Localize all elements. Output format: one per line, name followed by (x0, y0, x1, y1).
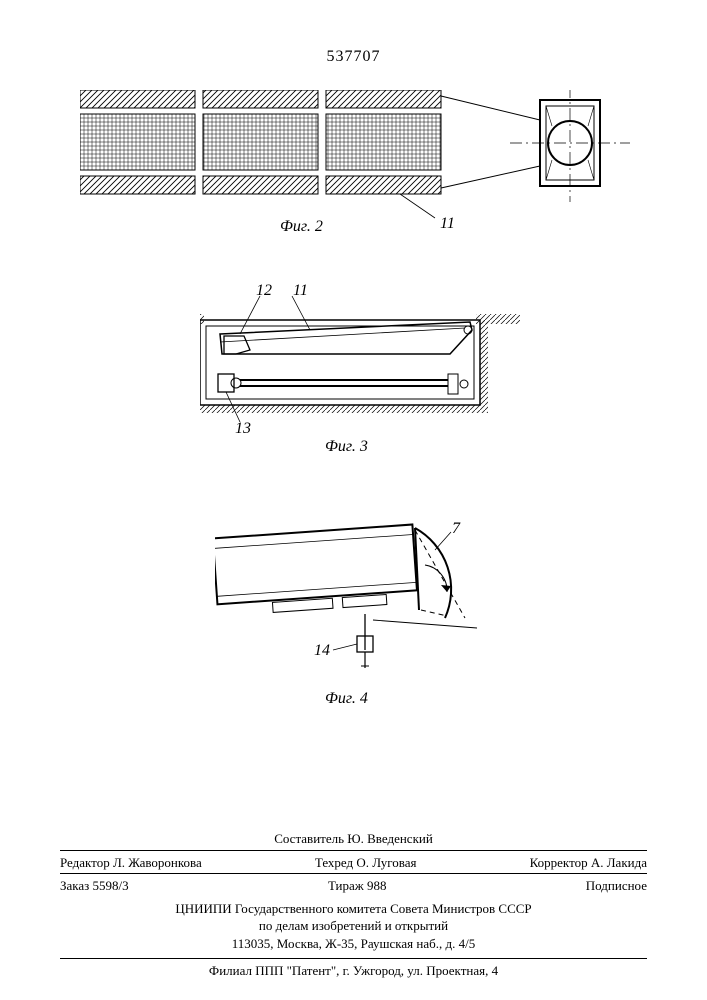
document-number: 537707 (0, 48, 707, 66)
fig3-callout-12: 12 (256, 282, 272, 300)
footer-compiler: Составитель Ю. Введенский (60, 830, 647, 848)
patent-page: 537707 (0, 0, 707, 1000)
footer-tirage: Тираж 988 (328, 877, 387, 895)
footer-print: Заказ 5598/3 Тираж 988 Подписное (60, 873, 647, 895)
fig2-drawing (80, 90, 640, 240)
fig4-callout-7: 7 (452, 520, 460, 538)
footer-order: Заказ 5598/3 (60, 877, 129, 895)
footer-org1: ЦНИИПИ Государственного комитета Совета … (60, 897, 647, 918)
fig4-label: Фиг. 4 (325, 690, 368, 708)
footer-org3: 113035, Москва, Ж-35, Раушская наб., д. … (60, 935, 647, 953)
fig4-callout-14: 14 (314, 642, 330, 660)
footer-subscription: Подписное (586, 877, 647, 895)
fig2-label: Фиг. 2 (280, 218, 323, 236)
footer-corrector: Корректор А. Лакида (530, 854, 647, 872)
fig3-callout-13: 13 (235, 420, 251, 438)
footer-org2: по делам изобретений и открытий (60, 917, 647, 935)
fig4-drawing (215, 510, 495, 700)
footer-editor: Редактор Л. Жаворонкова (60, 854, 202, 872)
fig3-drawing (200, 290, 520, 440)
footer-branch: Филиал ППП "Патент", г. Ужгород, ул. Про… (60, 958, 647, 980)
footer-roles: Редактор Л. Жаворонкова Техред О. Лугова… (60, 850, 647, 872)
fig3-callout-11: 11 (293, 282, 308, 300)
footer-techred: Техред О. Луговая (315, 854, 417, 872)
fig2-callout-11: 11 (440, 215, 455, 233)
imprint-footer: Составитель Ю. Введенский Редактор Л. Жа… (60, 830, 647, 980)
fig3-label: Фиг. 3 (325, 438, 368, 456)
